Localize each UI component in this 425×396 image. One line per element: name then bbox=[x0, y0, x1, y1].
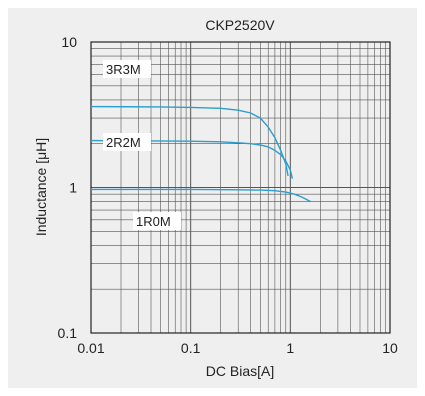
chart-title: CKP2520V bbox=[205, 17, 275, 33]
series-label-2r2m: 2R2M bbox=[106, 135, 141, 150]
x-tick-label: 0.1 bbox=[181, 340, 201, 356]
series-line-1r0m bbox=[91, 188, 312, 203]
y-tick-label: 0.1 bbox=[58, 325, 78, 341]
y-axis-label: Inductance [μH] bbox=[33, 138, 49, 236]
series-line-3r3m bbox=[90, 105, 289, 177]
series-line-2r2m bbox=[90, 139, 294, 179]
series-label-background bbox=[103, 60, 151, 78]
series-label-3r3m: 3R3M bbox=[106, 62, 141, 77]
x-tick-label: 1 bbox=[286, 340, 294, 356]
chart-panel: CKP2520V 0.01 0.1 1 10 10 1 0.1 DC Bias[A] Ind… bbox=[8, 8, 417, 388]
x-axis-label: DC Bias[A] bbox=[206, 363, 274, 379]
plot-frame bbox=[90, 41, 391, 334]
series-label-background bbox=[103, 133, 151, 151]
y-tick-label: 1 bbox=[69, 180, 77, 196]
series-label-background bbox=[133, 212, 181, 230]
series-label-1r0m: 1R0M bbox=[136, 214, 171, 229]
y-tick-label: 10 bbox=[61, 34, 77, 50]
x-tick-label: 10 bbox=[382, 340, 398, 356]
series-lines bbox=[90, 105, 312, 203]
series-labels: 3R3M 2R2M 1R0M bbox=[103, 60, 181, 230]
x-tick-label: 0.01 bbox=[77, 340, 104, 356]
grid-lines bbox=[91, 42, 390, 333]
